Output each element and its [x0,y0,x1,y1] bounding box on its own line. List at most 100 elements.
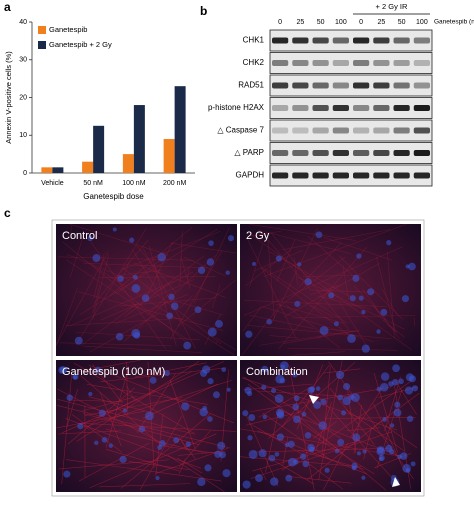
nucleus [380,309,387,316]
band [272,173,288,179]
nucleus [227,388,231,392]
nucleus [221,367,226,372]
nucleus [67,394,74,401]
nucleus [255,474,263,482]
band [394,83,410,89]
band [333,173,349,179]
band [313,128,329,134]
band [292,173,308,179]
nucleus [407,416,413,422]
nucleus [305,278,312,285]
nucleus [168,294,174,300]
band [313,173,329,179]
nucleus [207,378,213,384]
x-tick-label: 200 nM [163,180,187,187]
band [313,38,329,44]
band [414,173,430,179]
band [414,60,430,66]
bar [82,162,93,173]
nucleus [75,337,83,345]
nucleus [133,332,140,339]
nucleus [335,449,339,453]
nucleus [197,478,205,486]
nucleus [249,450,258,459]
band [272,60,288,66]
nucleus [204,464,211,471]
panel-label: a [4,0,11,14]
protein-label: p-histone H2AX [208,103,265,112]
band [373,38,389,44]
bar [175,86,186,173]
band [414,150,430,156]
lane-label: 50 [398,19,406,26]
nucleus [379,457,383,461]
image-label: Combination [246,366,308,378]
nucleus [173,437,179,443]
nucleus [362,449,366,453]
band [394,150,410,156]
nucleus [412,385,418,391]
nucleus [271,388,276,393]
band [353,128,369,134]
nucleus [145,411,154,420]
legend-label: Ganetespib + 2 Gy [49,40,112,49]
nucleus [411,461,416,466]
nucleus [292,404,299,411]
nucleus [305,432,312,439]
nucleus [357,451,361,455]
protein-label: △ PARP [234,148,264,157]
band [414,83,430,89]
band [272,38,288,44]
nucleus [341,410,346,415]
bar [164,139,175,173]
y-tick-label: 10 [19,132,27,139]
lane-label: 100 [335,19,347,26]
nucleus [109,444,113,448]
nucleus [200,370,207,377]
nucleus [217,442,225,450]
y-axis-label: Annexin V-positive cells (%) [4,51,13,144]
bar [52,167,63,173]
band [292,128,308,134]
band [353,83,369,89]
nucleus [408,263,416,271]
nucleus [300,453,306,459]
band [333,105,349,111]
nucleus [302,461,309,468]
lane-label: 25 [377,19,385,26]
band [292,38,308,44]
nucleus [390,423,394,427]
nucleus [275,394,284,403]
nucleus [320,399,326,405]
nucleus [392,364,400,372]
band [394,173,410,179]
nucleus [213,391,220,398]
band [394,105,410,111]
nucleus [337,439,344,446]
band [313,105,329,111]
lane-label: 50 [317,19,325,26]
band [414,128,430,134]
nucleus [150,377,157,384]
nucleus [394,402,400,408]
nucleus [343,383,350,390]
x-tick-label: 100 nM [122,180,146,187]
x-tick-label: Vehicle [41,180,64,187]
nucleus [181,402,189,410]
nucleus [159,440,166,447]
nucleus [362,345,370,353]
band [394,38,410,44]
nucleus [259,449,267,457]
nucleus [92,254,100,262]
dose-label: Ganetespib (nM) [434,19,474,26]
band [353,38,369,44]
nucleus [337,395,343,401]
nucleus [376,447,385,456]
nucleus [63,471,70,478]
nucleus [202,406,207,411]
nucleus [247,391,252,396]
nucleus [393,409,401,417]
band [353,150,369,156]
band [394,60,410,66]
nucleus [155,476,159,480]
